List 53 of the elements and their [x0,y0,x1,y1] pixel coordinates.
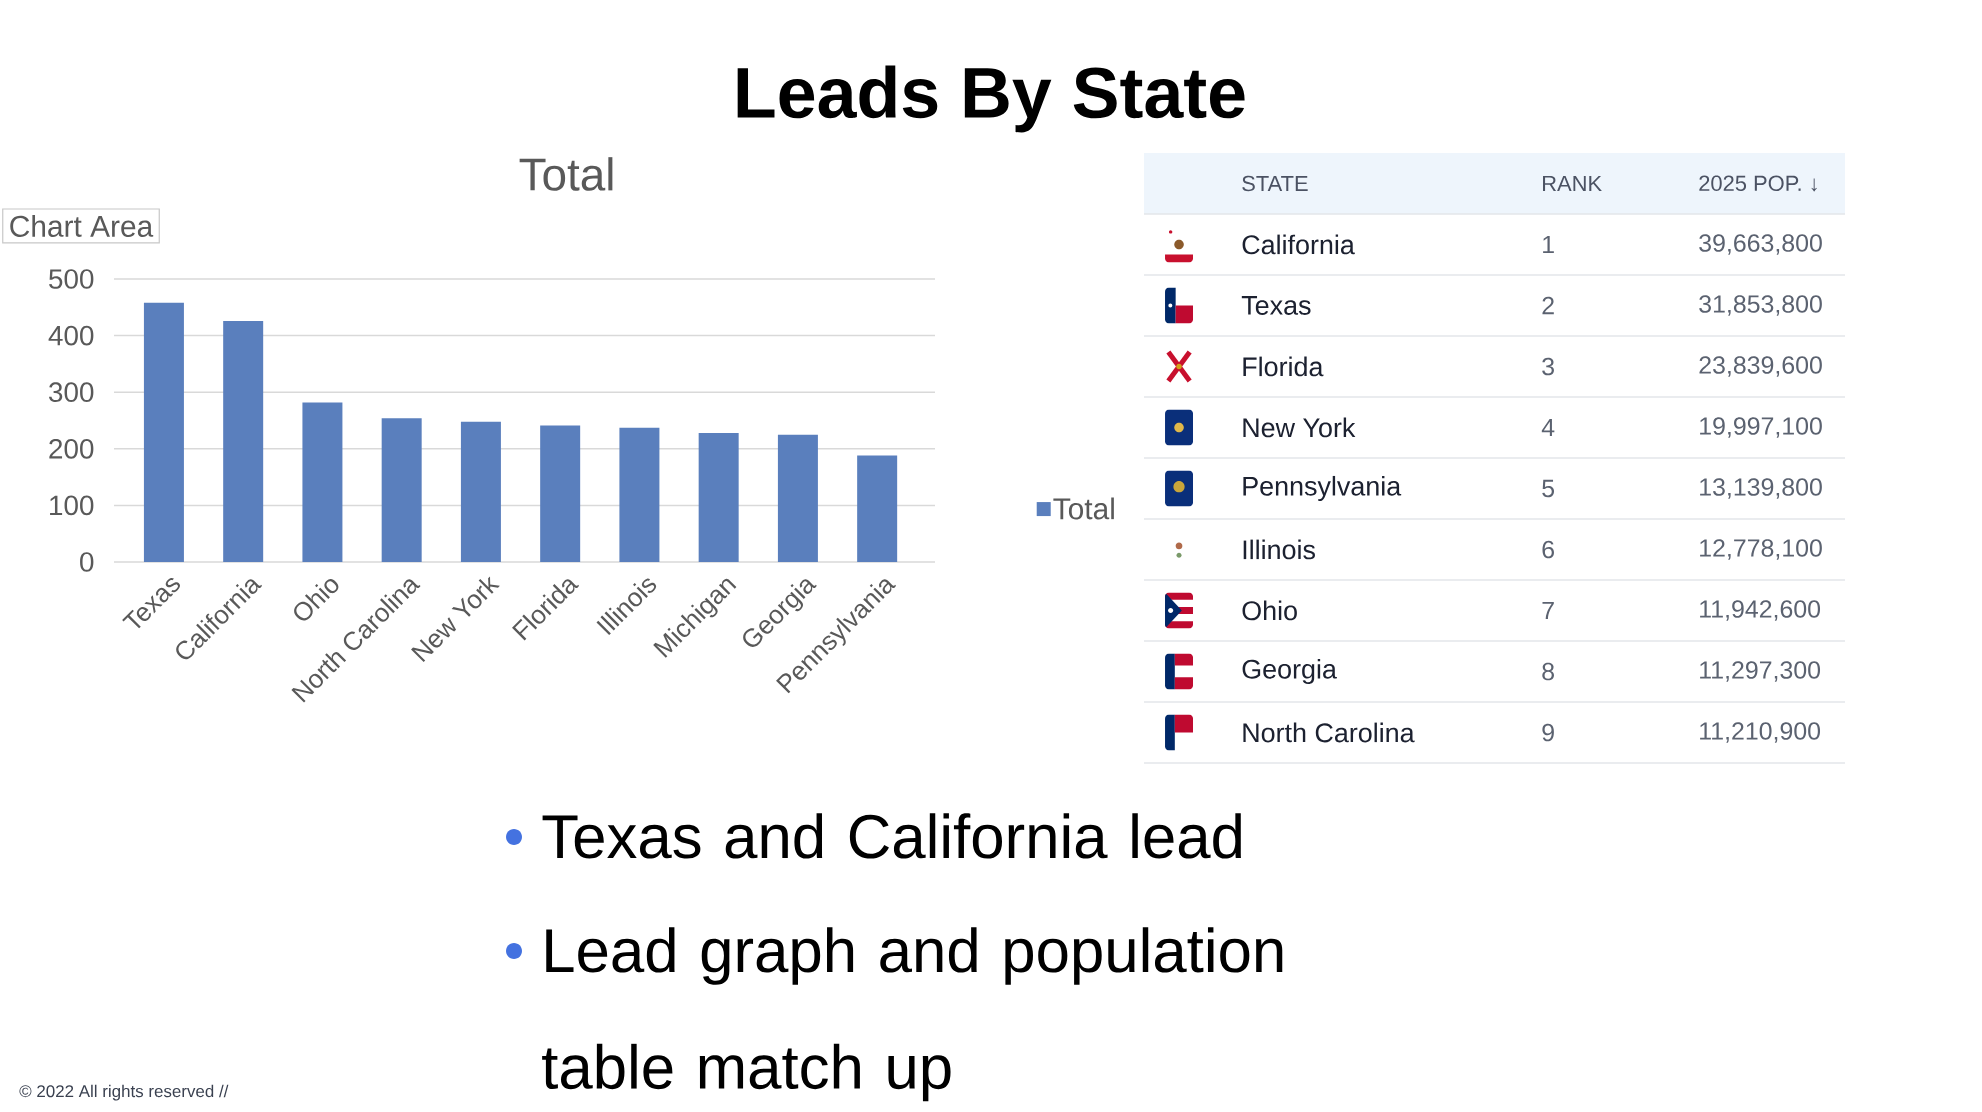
category-label: Florida [1243,356,1324,377]
legend-label: Total [1053,497,1114,520]
bar [777,434,818,562]
y-tick-label: 300 [49,382,94,403]
y-tick-label: 200 [49,438,94,459]
data-label: 11,942,600 [1700,600,1821,621]
data-label: 6 [1542,540,1554,559]
data-label: 4 [1541,418,1555,437]
y-tick-label: 0 [80,552,94,572]
data-label: 3 [1542,357,1554,376]
y-tick-label: 500 [49,269,94,289]
category-label: California [1242,234,1355,255]
x-tick-label: Ohio [294,579,339,621]
data-label: 12,778,100 [1700,539,1822,560]
chart-title: Leads By State [737,65,1245,133]
bar [460,421,501,562]
data-label: 9 [1542,723,1554,742]
data-label: 19,997,100 [1700,417,1822,438]
bar [698,432,739,562]
category-label: New York [1243,417,1356,438]
data-label: 7 [1542,601,1554,620]
bar [302,402,343,562]
text: Lead graph and population table match up [542,927,1283,1102]
category-label: Illinois [1243,539,1315,560]
bar [223,320,264,562]
data-label: 23,839,600 [1699,356,1822,377]
bar [381,418,422,562]
text: STATE [1242,175,1308,192]
data-label: 13,139,800 [1700,478,1822,499]
bar [857,455,898,562]
data-label: 5 [1542,479,1555,498]
category-label: Georgia [1242,658,1337,685]
text: © 2022 All rights reserved // [19,1084,229,1101]
data-label: 11,210,900 [1700,722,1821,743]
category-label: North Carolina [1243,722,1415,743]
bar [540,425,581,562]
bar [143,302,184,562]
chart-subtitle: Total [519,157,613,191]
data-label: 1 [1543,235,1554,254]
data-label: 11,297,300 [1700,661,1821,682]
data-label: 8 [1542,662,1554,681]
category-label: Pennsylvania [1243,475,1402,502]
text: 2025 POP. ↓ [1699,175,1817,192]
category-label: Texas [1241,296,1311,315]
text: RANK [1543,175,1602,192]
data-label: 31,853,800 [1699,295,1822,316]
y-tick-label: 100 [50,495,94,516]
data-label: 39,663,800 [1699,234,1822,255]
data-label: 2 [1542,296,1554,315]
bar [619,427,660,562]
text: Chart Area [10,215,154,237]
text: Texas and California lead [542,813,1241,859]
y-tick-label: 400 [48,325,94,346]
